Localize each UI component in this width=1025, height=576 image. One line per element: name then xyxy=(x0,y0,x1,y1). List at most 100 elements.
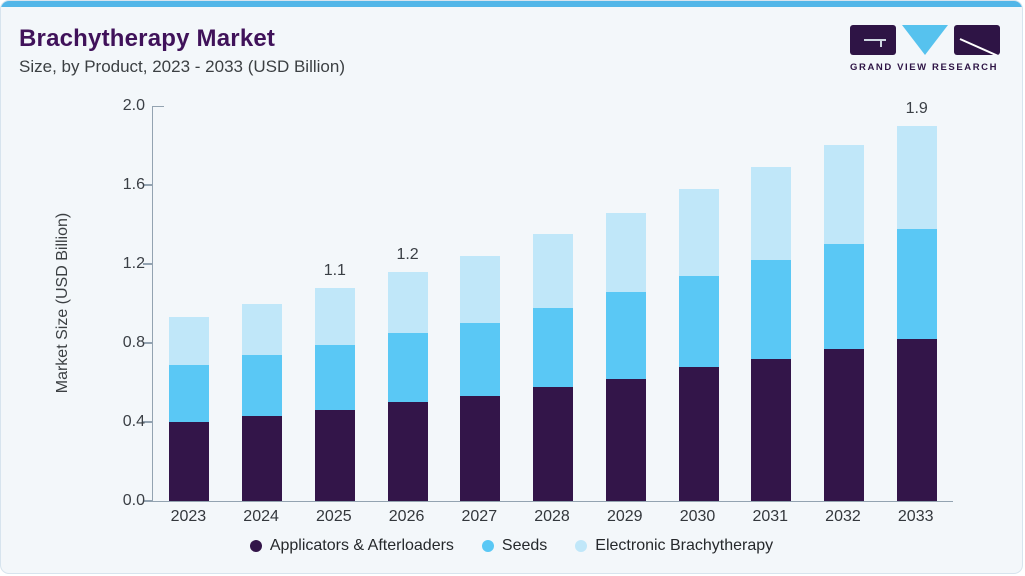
bar-segment xyxy=(896,228,937,340)
x-axis-label: 2024 xyxy=(243,508,279,525)
legend: Applicators & Afterloaders Seeds Electroni… xyxy=(1,537,1022,555)
bar-segment xyxy=(751,358,792,501)
bar-segment xyxy=(605,378,646,501)
bar-segment xyxy=(751,167,792,261)
bar-segment xyxy=(460,323,501,397)
plot-area: 0.0 0.4 0.8 1.2 1.6 2.0 1.1 1.2 1.9 xyxy=(123,97,953,509)
logo-r-icon xyxy=(954,25,1000,55)
bar-segment xyxy=(751,260,792,359)
legend-dot-icon xyxy=(481,540,494,552)
y-axis-title: Market Size (USD Billion) xyxy=(54,212,71,394)
bar-slot-2025: 1.1 xyxy=(298,106,371,501)
bar-segment xyxy=(387,271,428,334)
stacked-bar-2032 xyxy=(823,145,864,501)
bar-slot-2031 xyxy=(735,106,808,501)
bar-segment xyxy=(169,422,210,501)
bar-slot-2023 xyxy=(153,106,226,501)
bar-slot-2030 xyxy=(662,106,735,501)
bar-segment xyxy=(460,396,501,501)
x-axis-label: 2029 xyxy=(606,508,643,525)
bar-slot-2027 xyxy=(444,106,517,501)
bar-slot-2028 xyxy=(517,106,590,501)
x-axis-label: 2027 xyxy=(461,508,498,525)
bar-slot-2026: 1.2 xyxy=(371,106,444,501)
logo-text: GRAND VIEW RESEARCH xyxy=(850,62,999,73)
y-tick-label: 0.4 xyxy=(122,413,145,430)
stacked-bar-2023 xyxy=(169,317,210,501)
bar-segment xyxy=(605,212,646,292)
bar-segment xyxy=(387,333,428,403)
bar-segment xyxy=(460,256,501,324)
x-axis-label: 2033 xyxy=(897,508,934,525)
x-axis-label: 2030 xyxy=(679,508,716,525)
y-tick xyxy=(143,342,152,344)
logo-v-icon xyxy=(902,25,948,55)
chart-subtitle: Size, by Product, 2023 - 2033 (USD Billi… xyxy=(19,57,345,76)
bar-segment xyxy=(678,275,719,367)
legend-item: Applicators & Afterloaders xyxy=(249,537,454,555)
x-axis-label: 2028 xyxy=(534,508,570,525)
legend-label: Seeds xyxy=(501,537,548,554)
bar-segment xyxy=(169,317,210,365)
legend-label: Electronic Brachytherapy xyxy=(595,537,774,554)
grand-view-research-logo: GRAND VIEW RESEARCH xyxy=(850,25,1000,73)
bar-segment xyxy=(387,402,428,501)
legend-item: Seeds xyxy=(481,537,548,555)
bar-slot-2032 xyxy=(808,106,881,501)
logo-marks xyxy=(850,25,1000,57)
x-axis-label: 2023 xyxy=(170,508,207,525)
chart-title: Brachytherapy Market xyxy=(19,25,276,52)
bar-segment xyxy=(823,348,864,501)
bar-segment xyxy=(242,303,283,355)
stacked-bar-2026 xyxy=(387,271,428,501)
bar-segment xyxy=(533,307,574,387)
y-tick xyxy=(143,500,152,502)
stacked-bar-2028 xyxy=(533,234,574,501)
bar-segment xyxy=(169,364,210,422)
y-tick xyxy=(143,263,152,265)
bar-segment xyxy=(823,145,864,245)
stacked-bar-2025 xyxy=(314,287,355,501)
bars-container: 1.1 1.2 1.9 xyxy=(153,100,953,501)
y-tick-label: 0.8 xyxy=(122,334,145,351)
bar-value-label: 1.1 xyxy=(323,261,346,279)
bar-segment xyxy=(678,366,719,501)
bar-segment xyxy=(823,244,864,349)
stacked-bar-2029 xyxy=(605,212,646,501)
x-axis-label: 2031 xyxy=(752,508,789,525)
bar-segment xyxy=(242,354,283,417)
x-axis-label: 2026 xyxy=(388,508,425,525)
legend-dot-icon xyxy=(249,540,262,552)
y-tick-label: 1.6 xyxy=(122,176,145,193)
stacked-bar-2024 xyxy=(242,303,283,501)
legend-label: Applicators & Afterloaders xyxy=(269,537,454,554)
stacked-bar-2027 xyxy=(460,256,501,501)
bar-segment xyxy=(314,410,355,501)
bar-slot-2033: 1.9 xyxy=(880,100,953,501)
y-tick xyxy=(143,421,152,423)
bar-segment xyxy=(678,188,719,276)
y-tick-label: 1.2 xyxy=(122,255,145,272)
y-tick-label: 0.0 xyxy=(122,492,145,509)
bar-segment xyxy=(314,287,355,345)
bar-slot-2029 xyxy=(589,106,662,501)
y-tick-label: 2.0 xyxy=(122,97,145,114)
bar-segment xyxy=(605,291,646,379)
stacked-bar-2033 xyxy=(896,125,937,501)
bar-value-label: 1.9 xyxy=(905,99,928,117)
stacked-bar-2030 xyxy=(678,188,719,501)
x-axis-label: 2025 xyxy=(316,508,352,525)
bar-segment xyxy=(533,234,574,308)
stacked-bar-2031 xyxy=(751,167,792,501)
bar-segment xyxy=(242,416,283,501)
legend-dot-icon xyxy=(575,540,588,552)
bar-segment xyxy=(314,344,355,411)
x-axis-label: 2032 xyxy=(825,508,861,525)
x-axis-labels: 2023 2024 2025 2026 2027 2028 2029 2030 2031 2032… xyxy=(152,508,952,526)
axis-top-cap xyxy=(153,105,164,107)
bar-segment xyxy=(896,125,937,229)
logo-g-icon xyxy=(850,25,896,55)
bar-value-label: 1.2 xyxy=(396,245,419,263)
bar-segment xyxy=(896,339,937,501)
